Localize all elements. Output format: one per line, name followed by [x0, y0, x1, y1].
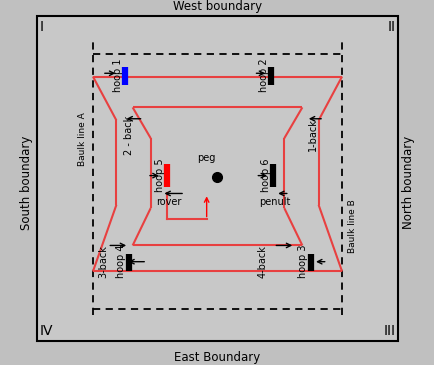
- Text: hoop 5: hoop 5: [155, 159, 164, 192]
- Text: Baulk line B: Baulk line B: [348, 199, 357, 253]
- Bar: [37, 16, 397, 341]
- Text: hoop 1: hoop 1: [113, 58, 123, 92]
- Text: penult: penult: [259, 197, 290, 207]
- Text: hoop 6: hoop 6: [261, 159, 271, 192]
- Text: 1-back: 1-back: [307, 119, 317, 151]
- Text: West boundary: West boundary: [173, 0, 261, 13]
- Text: III: III: [383, 324, 395, 338]
- Text: I: I: [39, 20, 43, 34]
- Text: hoop 3: hoop 3: [298, 245, 308, 278]
- Text: 2 - back: 2 - back: [124, 115, 134, 155]
- Text: Baulk line A: Baulk line A: [77, 112, 86, 166]
- Text: rover: rover: [156, 197, 181, 207]
- Text: North boundary: North boundary: [401, 136, 414, 229]
- Text: peg: peg: [197, 153, 215, 163]
- Text: 4-back: 4-back: [257, 245, 267, 278]
- Text: IV: IV: [39, 324, 53, 338]
- Text: 3-back: 3-back: [99, 245, 108, 278]
- Text: hoop 2: hoop 2: [258, 58, 268, 92]
- Text: South boundary: South boundary: [20, 135, 33, 230]
- Text: II: II: [387, 20, 395, 34]
- Text: East Boundary: East Boundary: [174, 351, 260, 364]
- Text: hoop 4: hoop 4: [116, 245, 126, 278]
